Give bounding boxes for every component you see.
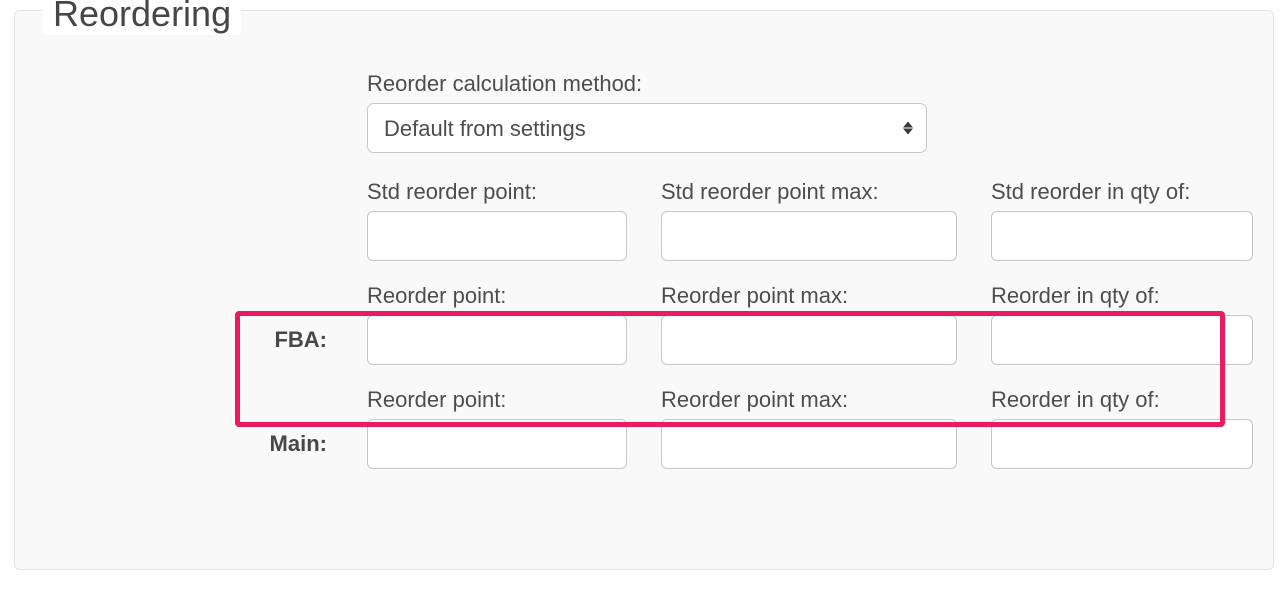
calc-method-field: Reorder calculation method: Default from… xyxy=(367,71,927,153)
std-reorder-qty-label: Std reorder in qty of: xyxy=(991,179,1253,205)
fba-reorder-max-input[interactable] xyxy=(661,315,957,365)
std-row: Std reorder point: Std reorder point max… xyxy=(223,179,1243,261)
row-label-cell: Main: xyxy=(223,431,333,469)
std-reorder-max-field: Std reorder point max: xyxy=(661,179,957,261)
panel-title: Reordering xyxy=(43,0,241,35)
std-reorder-point-input[interactable] xyxy=(367,211,627,261)
main-reorder-point-field: Reorder point: xyxy=(367,387,627,469)
main-reorder-max-input[interactable] xyxy=(661,419,957,469)
calc-method-label: Reorder calculation method: xyxy=(367,71,927,97)
main-reorder-qty-input[interactable] xyxy=(991,419,1253,469)
fba-reorder-point-field: Reorder point: xyxy=(367,283,627,365)
fba-reorder-point-input[interactable] xyxy=(367,315,627,365)
fba-reorder-max-label: Reorder point max: xyxy=(661,283,957,309)
fba-reorder-max-field: Reorder point max: xyxy=(661,283,957,365)
main-reorder-qty-label: Reorder in qty of: xyxy=(991,387,1253,413)
row-label-fba: FBA: xyxy=(274,327,327,352)
std-reorder-point-label: Std reorder point: xyxy=(367,179,627,205)
std-reorder-max-input[interactable] xyxy=(661,211,957,261)
std-reorder-point-field: Std reorder point: xyxy=(367,179,627,261)
location-row-main: Main: Reorder point: Reorder point max: … xyxy=(223,387,1243,469)
fba-reorder-qty-input[interactable] xyxy=(991,315,1253,365)
reordering-panel: Reordering Reorder calculation method: D… xyxy=(14,10,1274,570)
calc-method-row: Reorder calculation method: Default from… xyxy=(223,71,1243,153)
main-reorder-qty-field: Reorder in qty of: xyxy=(991,387,1253,469)
fba-reorder-point-label: Reorder point: xyxy=(367,283,627,309)
location-row-fba: FBA: Reorder point: Reorder point max: R… xyxy=(223,283,1243,365)
row-label-spacer xyxy=(223,249,333,261)
fba-reorder-qty-field: Reorder in qty of: xyxy=(991,283,1253,365)
main-reorder-max-label: Reorder point max: xyxy=(661,387,957,413)
row-label-main: Main: xyxy=(270,431,327,456)
std-reorder-qty-field: Std reorder in qty of: xyxy=(991,179,1253,261)
main-reorder-point-input[interactable] xyxy=(367,419,627,469)
std-reorder-qty-input[interactable] xyxy=(991,211,1253,261)
calc-method-select[interactable]: Default from settings xyxy=(367,103,927,153)
std-reorder-max-label: Std reorder point max: xyxy=(661,179,957,205)
row-label-cell: FBA: xyxy=(223,327,333,365)
fba-reorder-qty-label: Reorder in qty of: xyxy=(991,283,1253,309)
calc-method-select-wrap: Default from settings xyxy=(367,103,927,153)
main-reorder-point-label: Reorder point: xyxy=(367,387,627,413)
row-label-spacer xyxy=(223,141,333,153)
main-reorder-max-field: Reorder point max: xyxy=(661,387,957,469)
form-area: Reorder calculation method: Default from… xyxy=(45,61,1243,469)
